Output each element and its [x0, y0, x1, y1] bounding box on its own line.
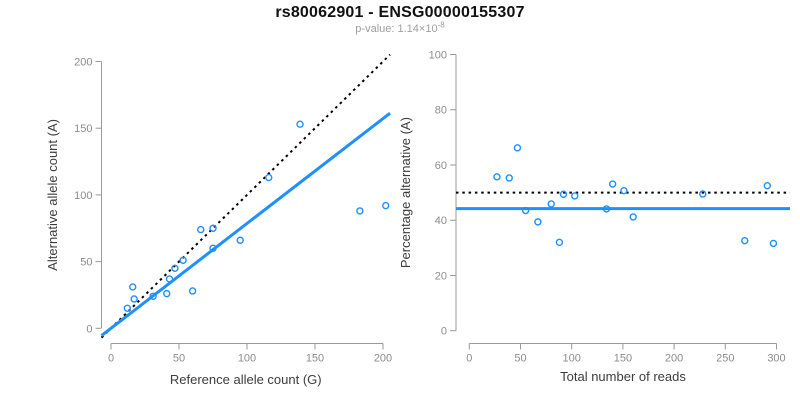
data-point [236, 236, 244, 244]
x-tick-label: 250 [716, 353, 734, 365]
y-tick-label: 80 [435, 105, 447, 117]
data-point [513, 144, 522, 152]
data-point [571, 192, 579, 200]
p-value-exponent: -8 [437, 20, 445, 30]
identity-line [100, 53, 391, 339]
y-axis-title: Percentage alternative (A) [398, 117, 413, 268]
data-point [149, 292, 157, 300]
y-tick-label: 100 [429, 50, 447, 62]
data-point [534, 218, 542, 226]
data-point [129, 283, 137, 291]
y-axis-title: Alternative allele count (A) [45, 119, 60, 271]
data-point [699, 190, 707, 198]
y-tick-label: 40 [435, 215, 447, 227]
x-tick-label: 0 [108, 353, 114, 365]
y-tick-label: 150 [74, 123, 92, 135]
x-tick-label: 200 [374, 353, 392, 365]
regression-line [100, 112, 391, 337]
data-point [769, 239, 778, 248]
figure-title: rs80062901 - ENSG00000155307 [275, 4, 525, 21]
data-point [763, 181, 771, 190]
data-point [179, 256, 187, 264]
y-tick-label: 20 [435, 270, 447, 282]
data-point [608, 180, 617, 188]
data-point [123, 304, 132, 312]
data-point [356, 207, 364, 215]
percentage-reads-scatter-panel: 0 50 100 150 200 250 300 Total number of reads 0… [398, 50, 790, 384]
x-tick-label: 150 [614, 353, 632, 365]
data-point [493, 173, 501, 181]
y-tick-label: 60 [435, 160, 447, 172]
x-tick-label: 50 [173, 353, 185, 365]
data-point [382, 201, 390, 210]
data-point [629, 213, 637, 221]
x-tick-label: 300 [767, 353, 785, 365]
data-point [296, 120, 304, 128]
p-value-text: p-value: 1.14×10 [355, 23, 438, 35]
x-tick-label: 100 [563, 353, 581, 365]
y-tick-label: 0 [441, 326, 447, 338]
x-tick-label: 200 [665, 353, 683, 365]
data-point [197, 225, 205, 234]
data-point [559, 190, 568, 198]
x-tick-label: 50 [514, 353, 526, 365]
data-point [209, 244, 217, 252]
data-point [188, 287, 197, 295]
data-point [521, 206, 530, 215]
x-tick-label: 0 [466, 353, 472, 365]
data-point [505, 174, 513, 182]
x-axis-title: Total number of reads [560, 369, 686, 384]
data-point [602, 205, 611, 213]
p-value-subtitle: p-value: 1.14×10-8 [0, 20, 800, 35]
data-point [163, 289, 171, 298]
y-tick-label: 100 [74, 190, 92, 202]
data-point [620, 186, 628, 195]
allele-count-scatter-panel: 0 50 100 150 200 Reference allele count (G) 0 5… [45, 53, 392, 387]
data-point [171, 264, 179, 272]
data-point [547, 200, 555, 208]
x-axis-title: Reference allele count (G) [170, 372, 322, 387]
data-point [165, 275, 174, 283]
data-point [130, 295, 138, 303]
y-tick-label: 50 [80, 257, 92, 269]
data-point [741, 236, 749, 245]
x-tick-label: 150 [306, 353, 324, 365]
y-tick-label: 0 [86, 323, 92, 335]
data-point [265, 173, 273, 182]
data-point [555, 238, 564, 247]
x-tick-label: 100 [238, 353, 256, 365]
data-point [209, 224, 217, 232]
y-tick-label: 200 [74, 57, 92, 69]
